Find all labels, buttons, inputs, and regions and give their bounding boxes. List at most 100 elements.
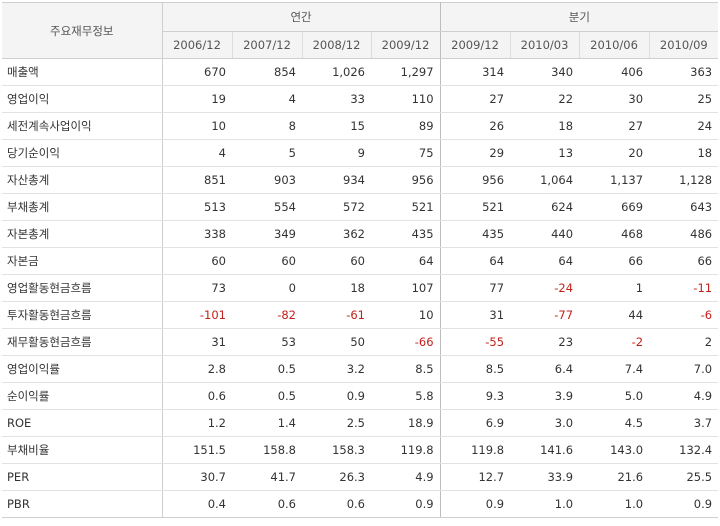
- table-cell: 1,297: [371, 58, 441, 86]
- row-label: 영업이익률: [2, 355, 163, 383]
- table-cell: 151.5: [162, 436, 232, 464]
- table-cell: 10: [371, 301, 441, 329]
- table-cell: 1.0: [579, 490, 650, 518]
- table-cell: 956: [371, 166, 441, 194]
- row-label: 순이익률: [2, 382, 163, 410]
- table-cell: 89: [371, 112, 441, 140]
- table-cell: 9.3: [440, 382, 511, 410]
- table-cell: 158.3: [302, 436, 371, 464]
- table-cell: 1,128: [649, 166, 719, 194]
- table-cell: 624: [510, 193, 580, 221]
- table-cell: 12.7: [440, 463, 511, 491]
- table-cell: 903: [232, 166, 302, 194]
- table-cell: 64: [371, 247, 441, 275]
- table-cell: 119.8: [440, 436, 511, 464]
- table-cell: 30.7: [162, 463, 232, 491]
- table-row: PBR 0.4 0.6 0.6 0.9 0.9 1.0 1.0 0.9: [2, 490, 719, 518]
- table-header: 주요재무정보 연간 분기 2006/12 2007/12 2008/12 2009/1…: [2, 2, 719, 59]
- table-cell: 25.5: [649, 463, 719, 491]
- table-cell: 53: [232, 328, 302, 356]
- table-cell: 1,137: [579, 166, 650, 194]
- table-cell: 64: [440, 247, 511, 275]
- table-cell: 435: [371, 220, 441, 248]
- row-label: 매출액: [2, 58, 163, 86]
- table-cell: 6.4: [510, 355, 580, 383]
- table-cell: 440: [510, 220, 580, 248]
- table-row: 부채비율 151.5 158.8 158.3 119.8 119.8 141.6 143.0 1…: [2, 436, 719, 464]
- table-cell: 5: [232, 139, 302, 167]
- table-cell: 26.3: [302, 463, 371, 491]
- table-cell: 25: [649, 85, 719, 113]
- row-label: 재무활동현금흐름: [2, 328, 163, 356]
- period-header: 2006/12: [162, 31, 233, 59]
- table-cell: 33.9: [510, 463, 580, 491]
- table-cell: 406: [579, 58, 650, 86]
- table-cell: 9: [302, 139, 371, 167]
- table-cell: 468: [579, 220, 650, 248]
- table-cell: 2: [649, 328, 719, 356]
- table-cell: 670: [162, 58, 232, 86]
- table-cell: 513: [162, 193, 232, 221]
- table-cell: 0.6: [232, 490, 302, 518]
- table-cell: 50: [302, 328, 371, 356]
- table-cell: 110: [371, 85, 441, 113]
- table-cell: -2: [579, 328, 650, 356]
- table-cell: 31: [440, 301, 511, 329]
- table-cell: 23: [510, 328, 580, 356]
- table-cell: 0: [232, 274, 302, 302]
- table-row: 자본금 60 60 60 64 64 64 66 66: [2, 247, 719, 275]
- period-header: 2010/03: [510, 31, 580, 59]
- table-cell: 77: [440, 274, 511, 302]
- table-cell: -101: [162, 301, 232, 329]
- table-cell: 8: [232, 112, 302, 140]
- row-label: 부채총계: [2, 193, 163, 221]
- period-header: 2009/12: [371, 31, 441, 59]
- table-row: 재무활동현금흐름 31 53 50 -66 -55 23 -2 2: [2, 328, 719, 356]
- table-cell: 0.5: [232, 382, 302, 410]
- period-header: 2007/12: [232, 31, 303, 59]
- table-cell: 0.6: [162, 382, 232, 410]
- table-cell: 4.9: [649, 382, 719, 410]
- table-cell: 0.9: [302, 382, 371, 410]
- table-cell: 22: [510, 85, 580, 113]
- table-row: PER 30.7 41.7 26.3 4.9 12.7 33.9 21.6 25.5: [2, 463, 719, 491]
- period-header: 2008/12: [302, 31, 372, 59]
- table-cell: 4.5: [579, 409, 650, 437]
- table-cell: 0.6: [302, 490, 371, 518]
- table-cell: 0.4: [162, 490, 232, 518]
- table-row: 당기순이익 4 5 9 75 29 13 20 18: [2, 139, 719, 167]
- row-label: 투자활동현금흐름: [2, 301, 163, 329]
- table-row: 자본총계 338 349 362 435 435 440 468 486: [2, 220, 719, 248]
- table-cell: 435: [440, 220, 511, 248]
- table-cell: 1.2: [162, 409, 232, 437]
- table-cell: 3.2: [302, 355, 371, 383]
- table-cell: 141.6: [510, 436, 580, 464]
- row-label: 자본금: [2, 247, 163, 275]
- table-cell: 143.0: [579, 436, 650, 464]
- row-label: 부채비율: [2, 436, 163, 464]
- table-row: 매출액 670 854 1,026 1,297 314 340 406 363: [2, 58, 719, 86]
- table-cell: 27: [440, 85, 511, 113]
- row-label: PBR: [2, 490, 163, 518]
- table-cell: 10: [162, 112, 232, 140]
- table-row: 투자활동현금흐름 -101 -82 -61 10 31 -77 44 -6: [2, 301, 719, 329]
- row-label: PER: [2, 463, 163, 491]
- table-cell: 4: [232, 85, 302, 113]
- table-row: 부채총계 513 554 572 521 521 624 669 643: [2, 193, 719, 221]
- table-row: 영업이익률 2.8 0.5 3.2 8.5 8.5 6.4 7.4 7.0: [2, 355, 719, 383]
- table-cell: 31: [162, 328, 232, 356]
- table-cell: 0.9: [649, 490, 719, 518]
- table-cell: 363: [649, 58, 719, 86]
- table-cell: 33: [302, 85, 371, 113]
- table-cell: 521: [440, 193, 511, 221]
- row-label: 당기순이익: [2, 139, 163, 167]
- table-cell: 854: [232, 58, 302, 86]
- table-cell: 20: [579, 139, 650, 167]
- table-row: ROE 1.2 1.4 2.5 18.9 6.9 3.0 4.5 3.7: [2, 409, 719, 437]
- table-cell: 554: [232, 193, 302, 221]
- row-label: ROE: [2, 409, 163, 437]
- table-cell: 29: [440, 139, 511, 167]
- table-cell: 119.8: [371, 436, 441, 464]
- table-cell: 1: [579, 274, 650, 302]
- table-cell: 21.6: [579, 463, 650, 491]
